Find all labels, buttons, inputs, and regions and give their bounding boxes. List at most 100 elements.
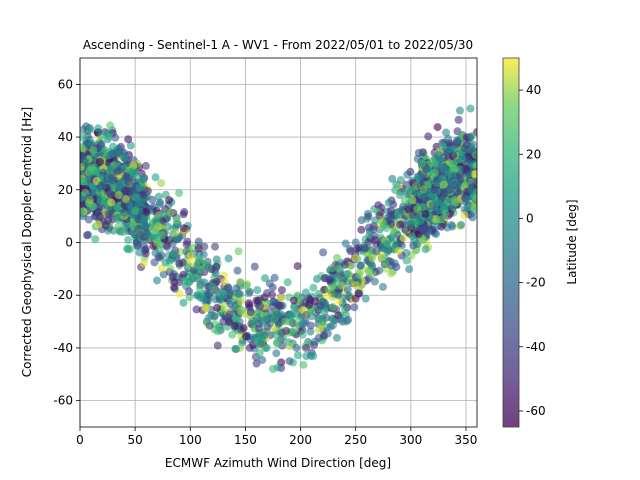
- scatter-point: [443, 168, 452, 177]
- scatter-point: [314, 289, 323, 298]
- scatter-point: [114, 215, 123, 224]
- scatter-point: [290, 303, 299, 312]
- scatter-point: [466, 133, 475, 142]
- scatter-point: [272, 309, 281, 318]
- scatter-point: [306, 321, 315, 330]
- scatter-point: [464, 203, 473, 212]
- scatter-point: [159, 270, 168, 279]
- scatter-point: [285, 357, 294, 366]
- scatter-point: [245, 343, 254, 352]
- y-tick-label: -20: [53, 288, 73, 302]
- scatter-point: [205, 289, 214, 298]
- scatter-point: [388, 174, 397, 183]
- scatter-point: [237, 307, 246, 316]
- scatter-point: [341, 239, 350, 248]
- scatter-point: [325, 285, 334, 294]
- scatter-point: [293, 351, 302, 360]
- scatter-point: [408, 211, 417, 220]
- scatter-point: [106, 121, 115, 130]
- x-tick-label: 200: [289, 433, 312, 447]
- scatter-point: [124, 135, 133, 144]
- scatter-point: [387, 269, 396, 278]
- scatter-point: [89, 146, 98, 155]
- scatter-point: [357, 225, 366, 234]
- scatter-point: [370, 277, 379, 286]
- scatter-point: [88, 139, 97, 148]
- scatter-point: [107, 198, 116, 207]
- scatter-point: [139, 175, 148, 184]
- scatter-point: [323, 329, 332, 338]
- scatter-point: [219, 291, 228, 300]
- scatter-point: [95, 212, 104, 221]
- scatter-point: [113, 160, 122, 169]
- scatter-point: [450, 171, 459, 180]
- scatter-point: [94, 124, 103, 133]
- scatter-point: [276, 301, 285, 310]
- scatter-point: [466, 104, 475, 113]
- scatter-point: [213, 303, 222, 312]
- scatter-point: [185, 287, 194, 296]
- scatter-point: [351, 238, 360, 247]
- scatter-point: [442, 128, 451, 137]
- scatter-point: [234, 247, 243, 256]
- scatter-point: [301, 288, 310, 297]
- scatter-point: [319, 248, 328, 257]
- scatter-point: [424, 132, 433, 141]
- scatter-point: [285, 342, 294, 351]
- scatter-point: [186, 251, 195, 260]
- scatter-point: [463, 195, 472, 204]
- scatter-point: [169, 249, 178, 258]
- scatter-point: [270, 273, 279, 282]
- scatter-point: [327, 264, 336, 273]
- scatter-point: [394, 246, 403, 255]
- scatter-point: [175, 289, 184, 298]
- scatter-point: [151, 173, 160, 182]
- scatter-point: [84, 198, 93, 207]
- scatter-point: [219, 302, 228, 311]
- scatter-point: [152, 276, 161, 285]
- scatter-point: [84, 215, 93, 224]
- scatter-point: [87, 163, 96, 172]
- scatter-point: [239, 323, 248, 332]
- scatter-point: [114, 191, 123, 200]
- scatter-point: [126, 141, 135, 150]
- scatter-point: [307, 312, 316, 321]
- scatter-point: [224, 283, 233, 292]
- y-axis-ticks: -60 -40 -20 0 20 40 60: [53, 77, 80, 408]
- scatter-point: [201, 304, 210, 313]
- scatter-point: [124, 236, 133, 245]
- scatter-point: [80, 177, 86, 186]
- colorbar-tick-label: -20: [526, 276, 546, 290]
- scatter-point: [141, 249, 150, 258]
- scatter-point: [200, 242, 209, 251]
- scatter-point: [326, 322, 335, 331]
- scatter-point: [447, 220, 456, 229]
- scatter-point: [192, 291, 201, 300]
- scatter-point: [417, 159, 426, 168]
- scatter-point: [368, 270, 377, 279]
- scatter-point: [421, 210, 430, 219]
- scatter-point: [154, 222, 163, 231]
- scatter-point: [220, 277, 229, 286]
- scatter-point: [194, 237, 203, 246]
- scatter-point: [202, 317, 211, 326]
- scatter-point: [332, 333, 341, 342]
- scatter-point: [452, 136, 461, 145]
- scatter-point: [120, 154, 129, 163]
- scatter-point: [230, 321, 239, 330]
- scatter-point: [386, 206, 395, 215]
- scatter-point: [375, 211, 384, 220]
- scatter-point: [136, 225, 145, 234]
- scatter-point: [165, 196, 174, 205]
- scatter-point: [395, 191, 404, 200]
- scatter-point: [402, 256, 411, 265]
- scatter-point: [135, 183, 144, 192]
- scatter-point: [441, 209, 450, 218]
- scatter-point: [286, 311, 295, 320]
- scatter-point: [175, 259, 184, 268]
- chart-title: Ascending - Sentinel-1 A - WV1 - From 20…: [83, 38, 473, 52]
- scatter-point: [430, 168, 439, 177]
- scatter-point: [368, 261, 377, 270]
- scatter-point: [94, 220, 103, 229]
- scatter-point: [471, 150, 477, 159]
